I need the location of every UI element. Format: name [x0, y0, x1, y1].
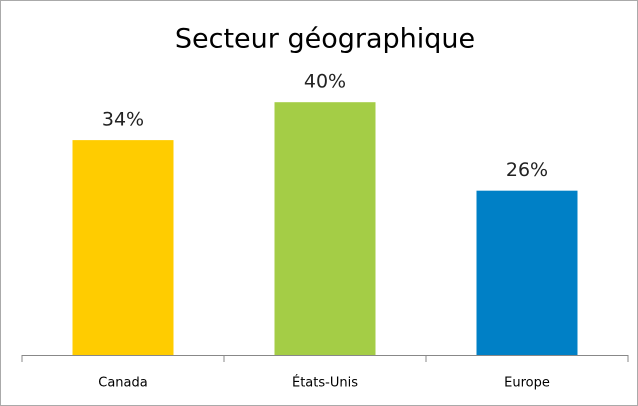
- data-label: 34%: [102, 109, 144, 131]
- bar: [274, 102, 376, 355]
- data-label: 26%: [506, 159, 548, 181]
- x-tick-label: Europe: [504, 376, 550, 391]
- bar: [72, 140, 174, 355]
- bar: [476, 190, 578, 355]
- data-label: 40%: [304, 71, 346, 93]
- x-tick-label: Canada: [98, 376, 147, 391]
- chart-title: Secteur géographique: [175, 24, 475, 55]
- x-tick-label: États-Unis: [292, 375, 358, 391]
